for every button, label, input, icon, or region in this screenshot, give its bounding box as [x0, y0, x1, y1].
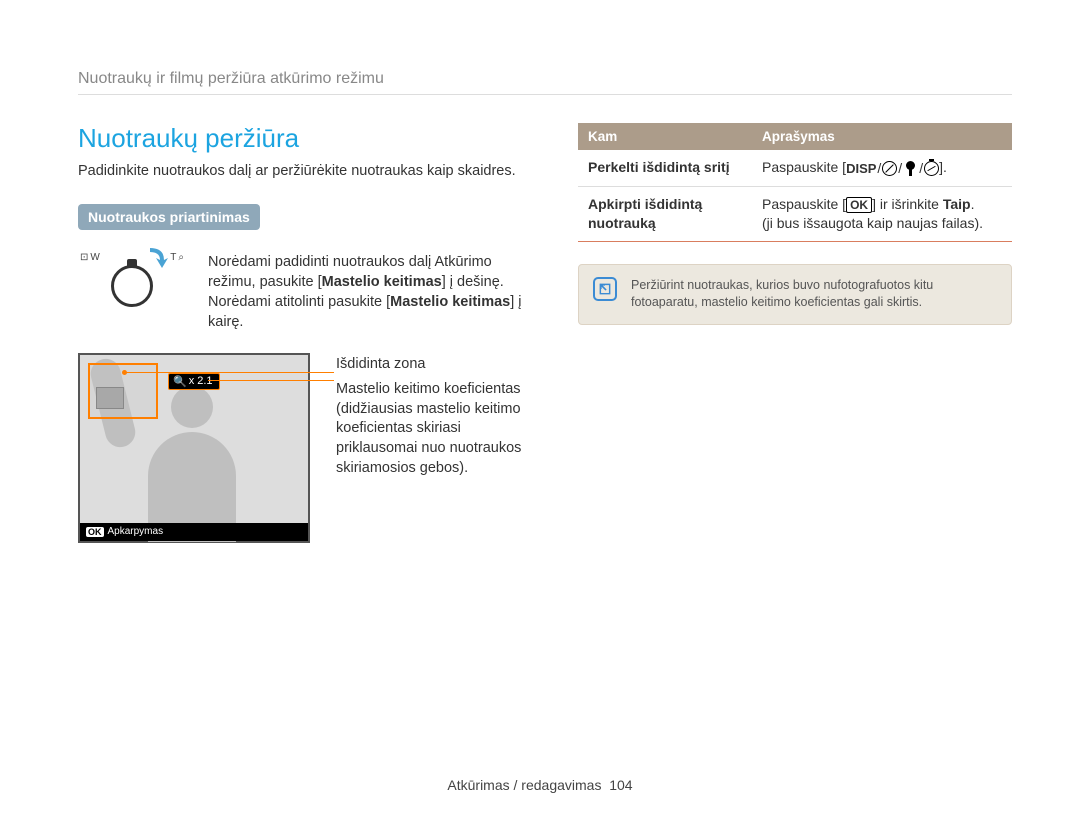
info-note-icon: [593, 277, 617, 301]
table-header-purpose: Kam: [578, 123, 752, 150]
note-box: Peržiūrint nuotraukas, kurios buvo nufot…: [578, 264, 1012, 325]
preview-callouts: Išdidinta zona Mastelio keitimo koeficie…: [336, 353, 538, 478]
section-badge: Nuotraukos priartinimas: [78, 204, 260, 230]
note-text: Peržiūrint nuotraukas, kurios buvo nufot…: [631, 277, 997, 312]
dial-grid-icon: ⊡: [80, 252, 88, 263]
ok-chip: OK: [86, 527, 104, 537]
page-footer: Atkūrimas / redagavimas 104: [0, 777, 1080, 793]
preview-screen: 🔍 x 2.1 OK Apkarpymas: [78, 353, 310, 543]
dial-magnify-icon: ⌕: [178, 252, 184, 263]
arrow-down-icon: [146, 246, 172, 272]
dial-icon: [111, 265, 153, 307]
table-row: Perkelti išdidintą sritį Paspauskite [ D…: [578, 150, 1012, 186]
preview-status-bar: OK Apkarpymas: [80, 523, 308, 541]
timer-icon: [924, 161, 939, 176]
left-column: Nuotraukų peržiūra Padidinkite nuotrauko…: [78, 123, 538, 543]
table-header-description: Aprašymas: [752, 123, 1012, 150]
zoom-dial-diagram: ⊡ W T ⌕: [78, 252, 186, 307]
callout-zoom-ratio: Mastelio keitimo koeficientas (didžiausi…: [336, 380, 538, 478]
breadcrumb: Nuotraukų ir filmų peržiūra atkūrimo rež…: [78, 70, 1012, 95]
callout-zoom-area: Išdidinta zona: [336, 355, 538, 375]
zoom-instructions: Norėdami padidinti nuotraukos dalį Atkūr…: [208, 252, 538, 333]
table-row: Apkirpti išdidintą nuotrauką Paspauskite…: [578, 186, 1012, 241]
preview-wrap: 🔍 x 2.1 OK Apkarpymas: [78, 353, 310, 543]
intro-text: Padidinkite nuotraukos dalį ar peržiūrėk…: [78, 162, 538, 182]
zoom-ratio-pill: 🔍 x 2.1: [168, 373, 220, 390]
right-column: Kam Aprašymas Perkelti išdidintą sritį P…: [578, 123, 1012, 543]
macro-flower-icon: [903, 161, 918, 176]
circle-slash-icon: [882, 161, 897, 176]
page-heading: Nuotraukų peržiūra: [78, 123, 538, 154]
magnify-plus-icon: 🔍: [173, 375, 187, 388]
disp-key-icon: DISP: [846, 160, 876, 178]
actions-table: Kam Aprašymas Perkelti išdidintą sritį P…: [578, 123, 1012, 242]
ok-key-icon: OK: [846, 197, 872, 213]
